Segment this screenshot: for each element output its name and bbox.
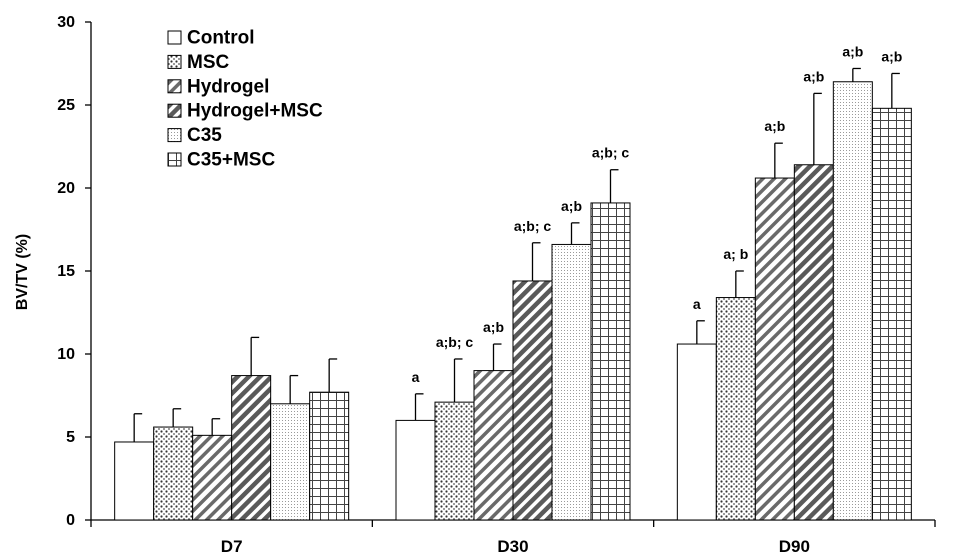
significance-label: a;b; c [592,145,630,161]
legend-label: Hydrogel+MSC [187,101,323,122]
legend-swatch [167,54,182,69]
legend-swatch [167,79,182,94]
legend-label: Hydrogel [187,76,269,97]
y-axis-label: BV/TV (%) [14,234,31,310]
bar [192,434,233,521]
bar [434,401,475,521]
x-tick-label: D30 [497,537,528,556]
significance-label: a;b [483,319,504,335]
bar [114,441,155,521]
x-axis: D7 D30 D90 [90,519,936,556]
y-tick-label: 20 [57,180,75,197]
bar [512,280,553,521]
x-tick-label: D7 [221,537,243,556]
bar [676,343,717,521]
significance-label: a;b [561,198,582,214]
y-tick-label: 10 [57,346,75,363]
x-tick-label: D90 [779,537,810,556]
significance-annotations: a a;b; c a;b a;b; c a;b a;b; c a a; b a;b a;b a;b a… [412,43,903,384]
legend-label: MSC [187,52,230,73]
bar [832,81,873,521]
bar [473,370,514,521]
y-tick-label: 25 [57,97,75,114]
y-axis: 0 5 10 15 20 25 30 [57,14,92,529]
significance-label: a; b [723,246,748,262]
bar [551,243,592,521]
legend-swatch [167,152,182,167]
significance-label: a;b [842,43,863,59]
bar [871,107,912,521]
significance-label: a;b [764,118,785,134]
bar [309,391,350,521]
y-tick-label: 15 [57,263,75,280]
legend-label: C35 [187,125,222,146]
bar [395,419,436,521]
significance-label: a;b; c [436,334,474,350]
legend: Control MSC Hydrogel Hydrogel+MSC C35 C35+MSC [167,28,323,171]
bars-group [114,67,912,521]
significance-label: a [693,296,701,312]
bar [754,177,795,521]
legend-swatch [167,103,182,118]
significance-label: a;b; c [514,218,552,234]
legend-label: C35+MSC [187,150,275,171]
bar [793,164,834,521]
bar [153,426,194,521]
significance-label: a [412,369,420,385]
bar [270,403,311,521]
y-tick-label: 30 [57,14,75,31]
legend-swatch [167,30,182,45]
bar [715,297,756,521]
legend-swatch [167,128,182,143]
legend-label: Control [187,28,255,49]
bar [231,375,272,521]
bar [590,202,631,521]
significance-label: a;b [881,48,902,64]
significance-label: a;b [803,68,824,84]
y-tick-label: 0 [66,512,75,529]
y-tick-label: 5 [66,429,75,446]
